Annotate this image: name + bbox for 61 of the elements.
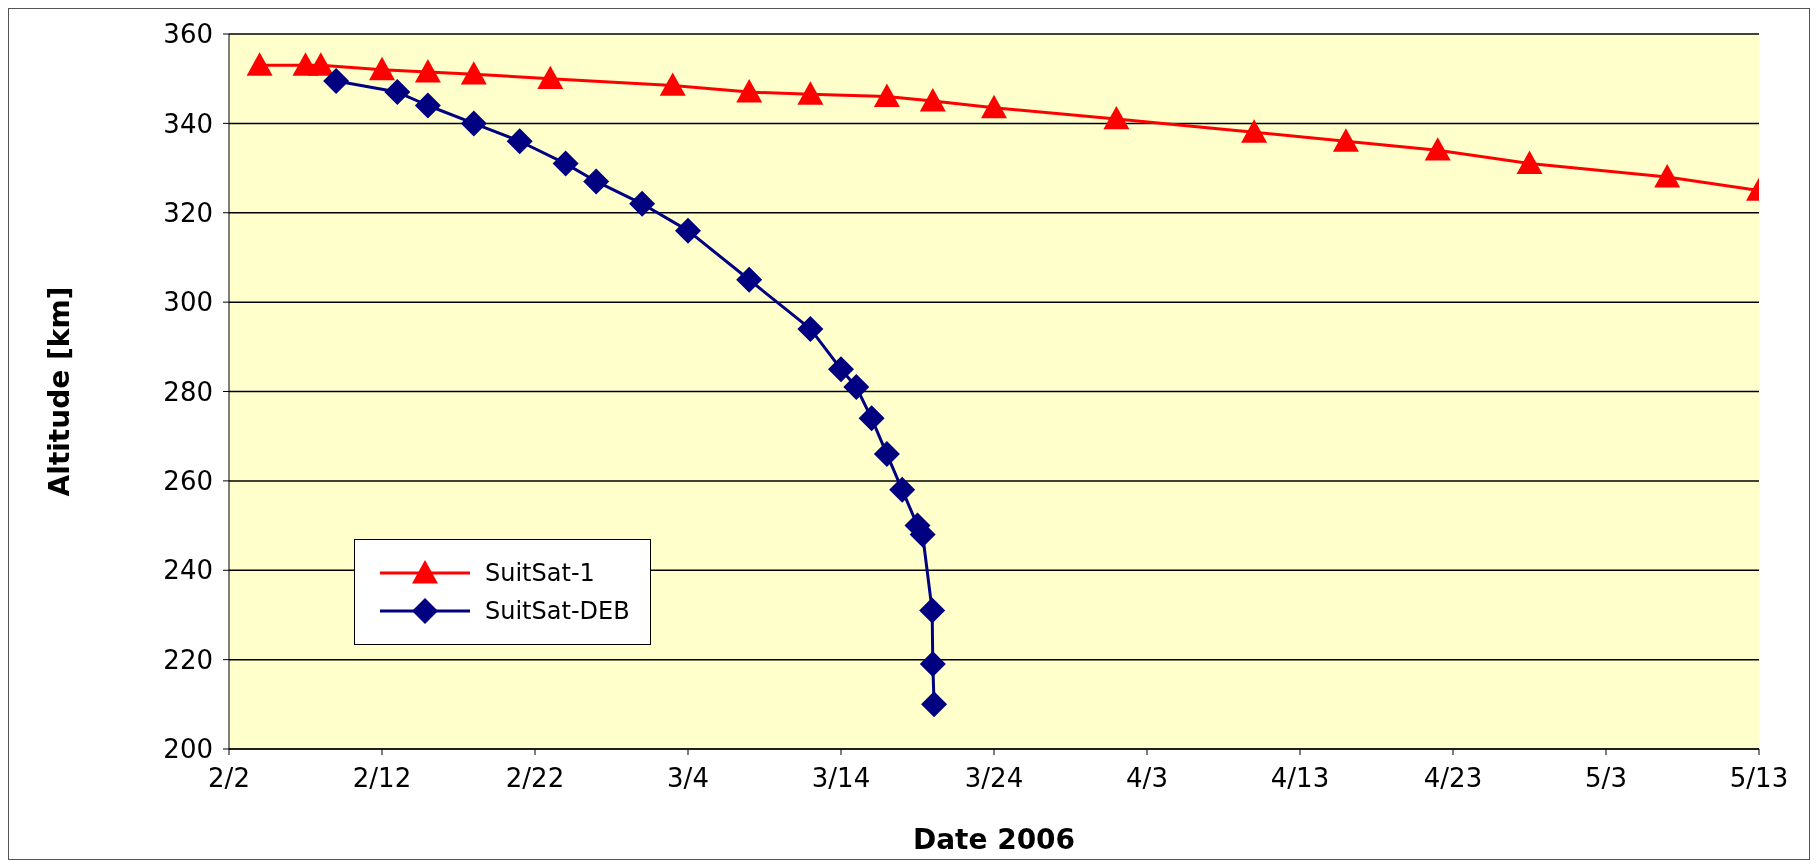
y-tick-label: 240 — [163, 555, 213, 586]
point — [797, 81, 824, 105]
y-tick-label: 360 — [163, 19, 213, 50]
y-tick-label: 280 — [163, 376, 213, 407]
x-tick-label: 4/23 — [1423, 763, 1483, 794]
point — [736, 266, 763, 293]
point — [460, 61, 487, 85]
x-tick-label: 5/3 — [1585, 763, 1627, 794]
x-tick-label: 3/14 — [811, 763, 871, 794]
y-tick-label: 260 — [163, 466, 213, 497]
point — [873, 441, 900, 468]
point — [1516, 150, 1543, 174]
y-tick-label: 220 — [163, 644, 213, 675]
point — [736, 79, 763, 103]
point — [246, 52, 273, 76]
point — [552, 150, 579, 177]
point — [537, 65, 564, 90]
legend-label: SuitSat-1 — [485, 559, 595, 587]
point — [414, 92, 441, 119]
point — [414, 58, 441, 83]
x-tick-label: 4/3 — [1126, 763, 1168, 794]
point — [797, 315, 824, 342]
point — [629, 190, 656, 217]
x-tick-label: 4/13 — [1270, 763, 1330, 794]
y-tick-label: 200 — [163, 734, 213, 765]
point — [307, 52, 334, 76]
point — [583, 168, 610, 195]
point — [659, 72, 686, 96]
point — [1654, 164, 1681, 188]
x-tick-label: 2/2 — [208, 763, 250, 794]
point — [919, 597, 946, 624]
point — [1241, 119, 1268, 143]
x-tick-label: 2/12 — [352, 763, 412, 794]
y-tick-label: 340 — [163, 108, 213, 139]
legend-label: SuitSat-DEB — [485, 597, 630, 625]
point — [369, 56, 395, 81]
point — [1424, 137, 1451, 161]
point — [919, 88, 946, 112]
y-axis-title: Altitude [km] — [42, 286, 76, 497]
point — [919, 651, 946, 678]
point — [323, 67, 350, 94]
point — [460, 110, 487, 137]
point — [384, 79, 411, 106]
x-tick-label: 2/22 — [505, 763, 565, 794]
point — [675, 217, 701, 244]
point — [981, 94, 1007, 119]
point — [1332, 128, 1359, 152]
point — [889, 476, 916, 503]
point — [1103, 105, 1130, 130]
point — [843, 374, 870, 401]
point — [858, 405, 885, 432]
point — [506, 128, 533, 155]
y-tick-label: 320 — [163, 197, 213, 228]
y-tick-label: 300 — [163, 287, 213, 318]
x-tick-label: 3/24 — [964, 763, 1024, 794]
point — [873, 83, 900, 107]
point — [921, 691, 948, 718]
point — [828, 356, 854, 383]
x-axis-title: Date 2006 — [912, 823, 1076, 856]
x-tick-label: 3/4 — [667, 763, 709, 794]
x-tick-label: 5/13 — [1729, 763, 1789, 794]
